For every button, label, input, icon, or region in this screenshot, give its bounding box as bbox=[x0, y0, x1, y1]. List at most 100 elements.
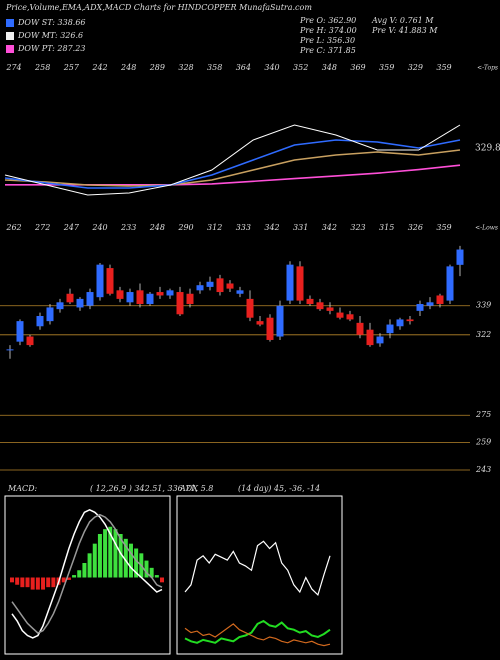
candle-body bbox=[156, 292, 164, 296]
level-label: 358 bbox=[207, 63, 222, 72]
legend-label: DOW MT: 326.6 bbox=[17, 31, 83, 40]
macd-bar bbox=[82, 563, 87, 578]
level-label: 359 bbox=[436, 63, 451, 72]
level-label: 323 bbox=[350, 223, 365, 232]
level-label: 359 bbox=[436, 223, 451, 232]
candle-body bbox=[386, 324, 394, 334]
macd-bar bbox=[154, 575, 159, 578]
candle-body bbox=[176, 292, 184, 315]
info: Pre H: 374.00 bbox=[299, 26, 357, 35]
level-label: 248 bbox=[120, 63, 136, 72]
level-label: 364 bbox=[236, 63, 251, 72]
candle-body bbox=[66, 293, 74, 303]
info: Pre V: 41.883 M bbox=[371, 26, 438, 35]
macd-bar bbox=[20, 577, 25, 588]
candle-body bbox=[436, 295, 444, 305]
candle-body bbox=[296, 266, 304, 301]
macd-bar bbox=[134, 548, 139, 578]
panel-title: MACD: bbox=[7, 484, 38, 493]
level-label: 326 bbox=[408, 223, 423, 232]
y-tick-label: 243 bbox=[475, 465, 491, 474]
candle-body bbox=[216, 278, 224, 293]
candle-body bbox=[16, 321, 24, 342]
info: Pre C: 371.85 bbox=[299, 46, 356, 55]
legend-label: DOW ST: 338.66 bbox=[17, 18, 86, 27]
candle-body bbox=[336, 312, 344, 318]
legend-swatch bbox=[6, 45, 14, 53]
info: Pre L: 356.30 bbox=[299, 36, 355, 45]
candle-body bbox=[416, 304, 424, 311]
y-tick-label: 259 bbox=[475, 438, 491, 447]
candle-body bbox=[286, 264, 294, 301]
level-label: 248 bbox=[149, 223, 165, 232]
candle-body bbox=[266, 317, 274, 340]
level-label: 247 bbox=[63, 223, 80, 232]
panel-title: ADX bbox=[179, 484, 198, 493]
candle-body bbox=[76, 298, 84, 308]
candle-body bbox=[406, 319, 414, 322]
candle-body bbox=[96, 264, 104, 298]
macd-bar bbox=[128, 543, 133, 578]
level-label: 329 bbox=[408, 63, 423, 72]
level-label: 290 bbox=[177, 223, 193, 232]
row-label: <-Tops bbox=[477, 65, 498, 72]
macd-bar bbox=[66, 577, 71, 580]
level-label: 257 bbox=[63, 63, 80, 72]
level-label: 331 bbox=[293, 223, 308, 232]
level-label: 342 bbox=[322, 223, 337, 232]
y-tick-label: 322 bbox=[476, 330, 491, 339]
level-label: 348 bbox=[322, 63, 337, 72]
macd-bar bbox=[144, 560, 149, 578]
candle-body bbox=[236, 290, 244, 294]
adx-line bbox=[184, 540, 331, 597]
candle-body bbox=[446, 266, 454, 301]
macd-bar bbox=[92, 543, 97, 578]
level-label: 233 bbox=[120, 223, 136, 232]
candle-body bbox=[166, 290, 174, 296]
macd-bar bbox=[41, 577, 46, 590]
level-label: 352 bbox=[293, 63, 308, 72]
level-label: 342 bbox=[264, 223, 279, 232]
macd-bar bbox=[35, 577, 40, 590]
macd-bar bbox=[46, 577, 51, 588]
y-tick-label: 339 bbox=[476, 301, 491, 310]
macd-bar bbox=[10, 577, 14, 583]
macd-bar bbox=[113, 529, 118, 578]
adx-line bbox=[184, 619, 331, 644]
level-label: 242 bbox=[91, 63, 107, 72]
level-label: 258 bbox=[34, 63, 50, 72]
macd-bar bbox=[25, 577, 30, 588]
macd-bar bbox=[87, 553, 92, 578]
candle-body bbox=[376, 336, 384, 344]
y-tick-label: 275 bbox=[475, 410, 491, 419]
macd-bar bbox=[108, 526, 113, 578]
candle-body bbox=[106, 268, 114, 294]
candle-body bbox=[256, 321, 264, 325]
candle-body bbox=[356, 322, 364, 335]
macd-bar bbox=[30, 577, 35, 590]
macd-bar bbox=[149, 567, 154, 578]
level-label: 289 bbox=[149, 63, 165, 72]
ema-line bbox=[4, 149, 461, 187]
candle-body bbox=[246, 298, 254, 318]
candle-body bbox=[306, 298, 314, 305]
row-label: <-Lows bbox=[475, 225, 498, 232]
candle-body bbox=[46, 307, 54, 322]
chart-title: Price,Volume,EMA,ADX,MACD Charts for HIN… bbox=[5, 3, 312, 12]
candle-body bbox=[196, 285, 204, 291]
adx-line bbox=[184, 623, 331, 647]
panel-subtitle: (14 day) 45, -36, -14 bbox=[238, 484, 320, 493]
ema-line bbox=[4, 139, 461, 189]
candle-body bbox=[6, 349, 14, 351]
candle-body bbox=[276, 305, 284, 337]
candle-body bbox=[36, 316, 44, 327]
candle-body bbox=[426, 302, 434, 306]
macd-bar bbox=[61, 577, 66, 583]
candle-body bbox=[326, 307, 334, 311]
adx-frame bbox=[176, 495, 343, 655]
level-label: 359 bbox=[379, 63, 394, 72]
macd-bar bbox=[97, 534, 102, 578]
level-label: 315 bbox=[379, 223, 394, 232]
legend-label: DOW PT: 287.23 bbox=[17, 44, 85, 53]
